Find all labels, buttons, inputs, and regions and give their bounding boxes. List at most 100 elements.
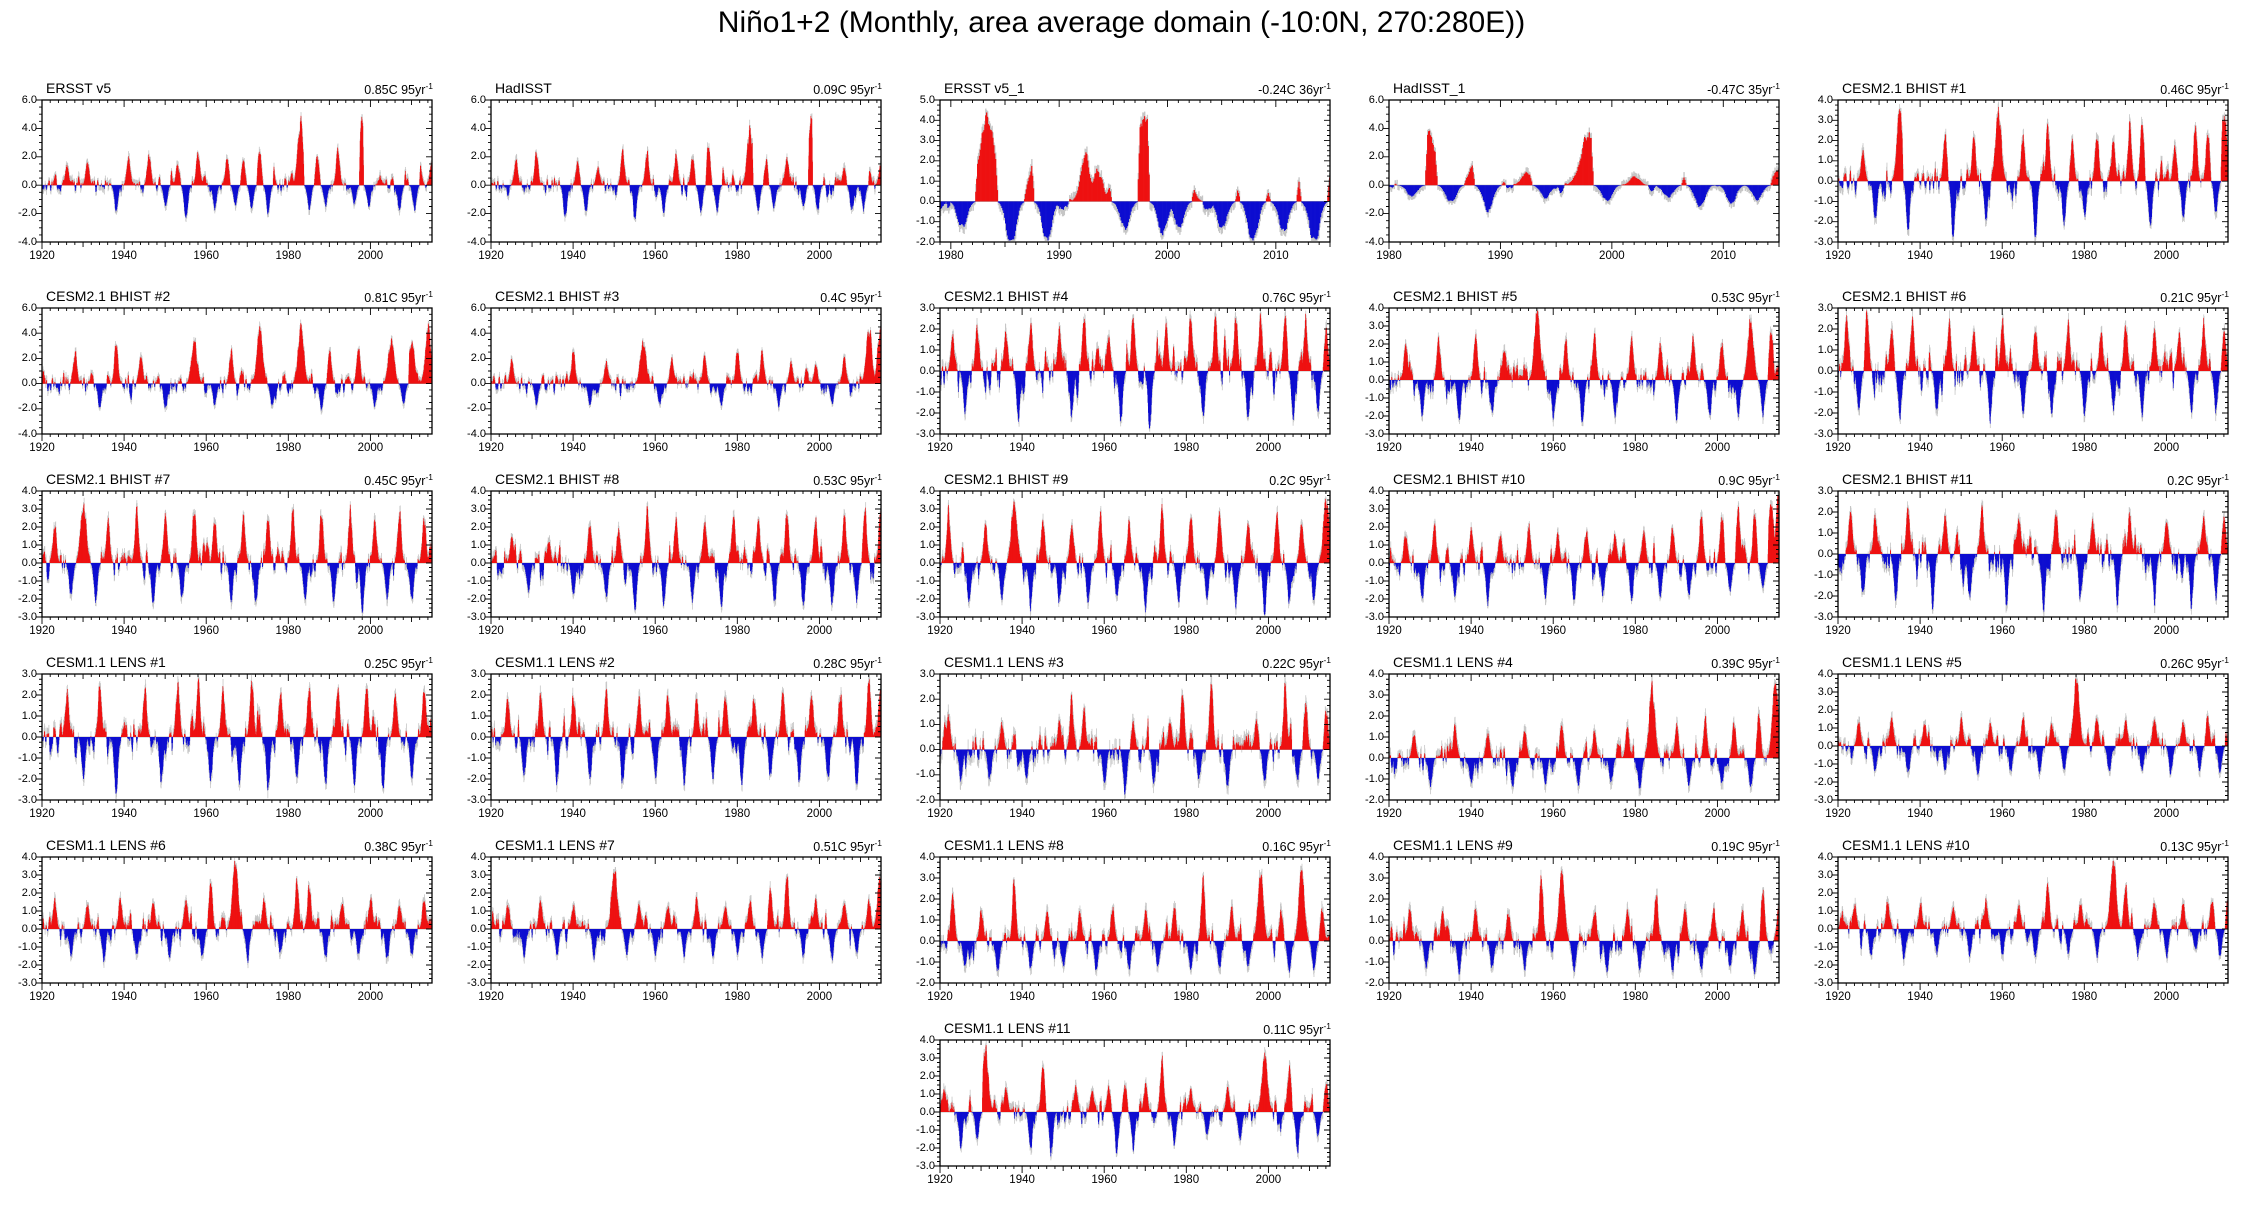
figure-title: Niño1+2 (Monthly, area average domain (-…	[717, 6, 1526, 39]
y-tick-label: -2.0	[1365, 976, 1384, 989]
panel-title: CESM2.1 BHIST #11	[1842, 471, 1973, 487]
panel-title: CESM1.1 LENS #9	[1393, 837, 1513, 853]
x-tick-label: 1980	[275, 625, 302, 637]
panel-trend-exponent: -1	[2221, 655, 2229, 665]
x-tick-label: 1980	[724, 250, 751, 262]
x-tick-label: 1960	[193, 991, 219, 1003]
y-tick-label: 2.0	[21, 688, 37, 701]
y-tick-label: 4.0	[470, 850, 486, 863]
panel-trend-label: 0.22C 95yr-1	[1262, 655, 1331, 671]
y-tick-label: 0.0	[470, 178, 486, 191]
panel-plot-canvas	[1806, 835, 2243, 1013]
x-tick-label: 1960	[1989, 250, 2015, 262]
y-tick-label: 3.0	[1817, 113, 1833, 126]
y-tick-label: 2.0	[470, 886, 486, 899]
y-tick-label: 3.0	[470, 868, 486, 881]
panel-trend-label: 0.4C 95yr-1	[820, 289, 882, 305]
y-tick-label: -1.0	[1365, 391, 1384, 404]
y-tick-label: -1.0	[916, 768, 935, 781]
x-tick-label: 2000	[806, 250, 833, 262]
panel-trend-exponent: -1	[1323, 1021, 1331, 1031]
y-tick-label: -3.0	[18, 976, 37, 989]
y-tick-label: -2.0	[916, 976, 935, 989]
panel-title: CESM2.1 BHIST #4	[944, 288, 1069, 304]
y-tick-label: 2.0	[919, 322, 935, 335]
x-tick-label: 1980	[2071, 442, 2098, 454]
panel-trend-exponent: -1	[874, 838, 882, 848]
y-tick-label: -3.0	[18, 793, 37, 806]
y-tick-label: -1.0	[467, 751, 486, 764]
panel-trend-exponent: -1	[874, 472, 882, 482]
y-tick-label: 1.0	[919, 538, 935, 551]
x-tick-label: 1960	[642, 991, 668, 1003]
x-tick-label: 1920	[1825, 991, 1851, 1003]
y-tick-label: -2.0	[916, 592, 935, 605]
x-tick-label: 1940	[1009, 1174, 1035, 1186]
chart-panel-5: CESM2.1 BHIST #1 0.46C 95yr-1 4.0 3.0 2.0 1.0…	[1806, 78, 2243, 282]
x-tick-label: 2000	[1255, 991, 1282, 1003]
y-tick-label: 2.0	[1817, 505, 1833, 518]
y-tick-label: -2.0	[18, 772, 37, 785]
x-tick-label: 1920	[1825, 442, 1851, 454]
x-tick-label: 2000	[1704, 442, 1731, 454]
panel-trend-value: 0.13C 95yr	[2160, 840, 2222, 855]
y-tick-label: 1.0	[1817, 154, 1833, 167]
chart-panel-16: CESM1.1 LENS #1 0.25C 95yr-1 3.0 2.0 1.0 0.0 -…	[10, 652, 447, 840]
panel-trend-exponent: -1	[2221, 289, 2229, 299]
y-tick-label: -1.0	[1814, 385, 1833, 398]
chart-panel-13: CESM2.1 BHIST #9 0.2C 95yr-1 4.0 3.0 2.0 1.0 0…	[908, 469, 1345, 657]
panel-trend-exponent: -1	[1323, 289, 1331, 299]
y-tick-label: 6.0	[470, 93, 486, 106]
x-tick-label: 1980	[2071, 991, 2098, 1003]
y-tick-label: 2.0	[919, 1069, 935, 1082]
panel-trend-exponent: -1	[1772, 472, 1780, 482]
y-tick-label: -1.0	[1365, 955, 1384, 968]
chart-panel-10: CESM2.1 BHIST #6 0.21C 95yr-1 3.0 2.0 1.0 0.0…	[1806, 286, 2243, 474]
panel-title: CESM2.1 BHIST #1	[1842, 80, 1967, 96]
x-tick-label: 1960	[193, 442, 219, 454]
x-tick-label: 1980	[938, 250, 964, 262]
chart-panel-19: CESM1.1 LENS #4 0.39C 95yr-1 4.0 3.0 2.0 1.0 0…	[1357, 652, 1794, 840]
y-tick-label: 2.0	[1817, 134, 1833, 147]
panel-trend-exponent: -1	[1323, 838, 1331, 848]
x-tick-label: 1990	[1046, 250, 1072, 262]
y-tick-label: 2.0	[21, 150, 37, 163]
y-tick-label: 4.0	[1368, 121, 1384, 134]
panel-trend-value: 0.11C 95yr	[1263, 1023, 1324, 1038]
panel-trend-value: -0.47C 35yr	[1707, 83, 1773, 98]
y-tick-label: 3.0	[919, 667, 935, 680]
y-tick-label: 0.0	[919, 934, 935, 947]
panel-trend-value: 0.9C 95yr	[1718, 474, 1773, 489]
y-tick-label: -2.0	[916, 793, 935, 806]
y-tick-label: 1.0	[919, 1087, 935, 1100]
panel-trend-exponent: -1	[425, 655, 433, 665]
panel-trend-exponent: -1	[2221, 81, 2229, 91]
panel-trend-exponent: -1	[425, 81, 433, 91]
y-tick-label: 1.0	[1368, 355, 1384, 368]
panel-title: CESM2.1 BHIST #10	[1393, 471, 1526, 487]
y-tick-label: 0.0	[1368, 556, 1384, 569]
y-tick-label: 0.0	[1817, 922, 1833, 935]
panel-title: HadISST	[495, 80, 552, 96]
panel-trend-exponent: -1	[425, 838, 433, 848]
panel-trend-label: 0.38C 95yr-1	[364, 838, 433, 854]
y-tick-label: -2.0	[18, 592, 37, 605]
y-tick-label: 1.0	[21, 904, 37, 917]
y-tick-label: 3.0	[1368, 319, 1384, 332]
panel-plot-canvas	[10, 835, 447, 1013]
y-tick-label: -4.0	[467, 427, 486, 440]
panel-trend-value: 0.22C 95yr	[1262, 657, 1324, 672]
y-tick-label: -1.0	[1814, 940, 1833, 953]
panel-title: CESM2.1 BHIST #9	[944, 471, 1069, 487]
y-tick-label: 3.0	[919, 1051, 935, 1064]
chart-panel-15: CESM2.1 BHIST #11 0.2C 95yr-1 3.0 2.0 1.0 0.0…	[1806, 469, 2243, 657]
panel-title: CESM1.1 LENS #10	[1842, 837, 1970, 853]
x-tick-label: 1940	[1907, 250, 1933, 262]
y-tick-label: -3.0	[1814, 793, 1833, 806]
x-tick-label: 2000	[357, 625, 384, 637]
y-tick-label: 0.0	[1817, 547, 1833, 560]
y-tick-label: 6.0	[21, 93, 37, 106]
x-tick-label: 2000	[1704, 808, 1731, 820]
panel-trend-exponent: -1	[2221, 838, 2229, 848]
y-tick-label: 1.0	[470, 538, 486, 551]
